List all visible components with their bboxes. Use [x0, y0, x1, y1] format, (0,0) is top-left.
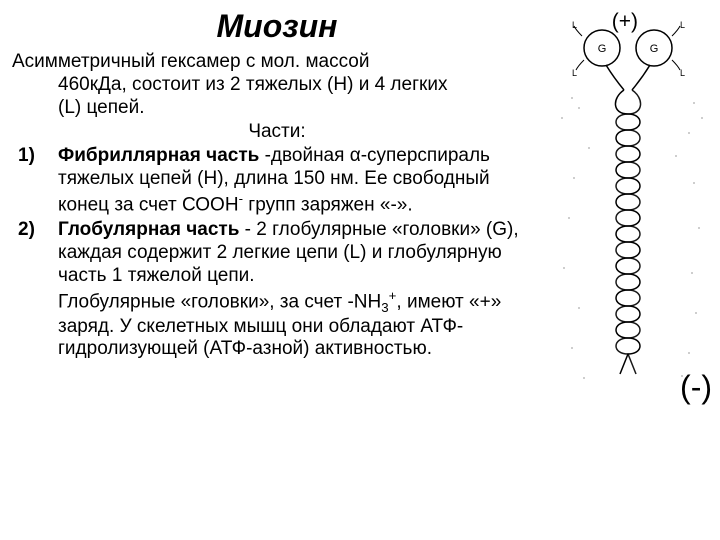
g-label: G	[598, 43, 607, 55]
neck-region	[606, 65, 650, 90]
text: Глобулярные «головки», за счет -NH	[58, 291, 381, 312]
l-label: L	[572, 68, 577, 78]
globular-bold: Глобулярная часть	[58, 219, 239, 240]
l-label: L	[680, 68, 685, 78]
l-label: L	[572, 20, 577, 30]
list-item-1: 1) Фибриллярная часть -двойная α-суперсп…	[12, 145, 542, 217]
superscript-minus: -	[239, 191, 243, 206]
intro-line: (L) цепей.	[12, 97, 542, 120]
list-body: Глобулярная часть - 2 глобулярные «голов…	[58, 219, 542, 361]
g-label: G	[650, 43, 659, 55]
page-title: Миозин	[12, 8, 542, 45]
intro-text: Асимметричный гексамер с мол. массой 460…	[12, 51, 542, 119]
intro-line: 460кДа, состоит из 2 тяжелых (Н) и 4 лег…	[12, 74, 542, 97]
text: групп заряжен «-».	[248, 194, 412, 215]
parts-heading: Части:	[12, 121, 542, 143]
speckle-dots	[561, 97, 703, 379]
l-label: L	[680, 20, 685, 30]
globular-head-left: G	[584, 30, 620, 66]
fibrillar-bold: Фибриллярная часть	[58, 145, 259, 166]
list-number: 2)	[12, 219, 58, 361]
myosin-diagram: G G L L L L	[544, 18, 714, 408]
globular-head-right: G	[636, 30, 672, 66]
coiled-coil-tail	[615, 90, 640, 374]
intro-line: Асимметричный гексамер с мол. массой	[12, 51, 542, 74]
subscript: 3	[381, 300, 388, 315]
list-number: 1)	[12, 145, 58, 217]
list-body: Фибриллярная часть -двойная α-суперспира…	[58, 145, 542, 217]
text: -двойная	[259, 145, 344, 166]
list-item-2: 2) Глобулярная часть - 2 глобулярные «го…	[12, 219, 542, 361]
